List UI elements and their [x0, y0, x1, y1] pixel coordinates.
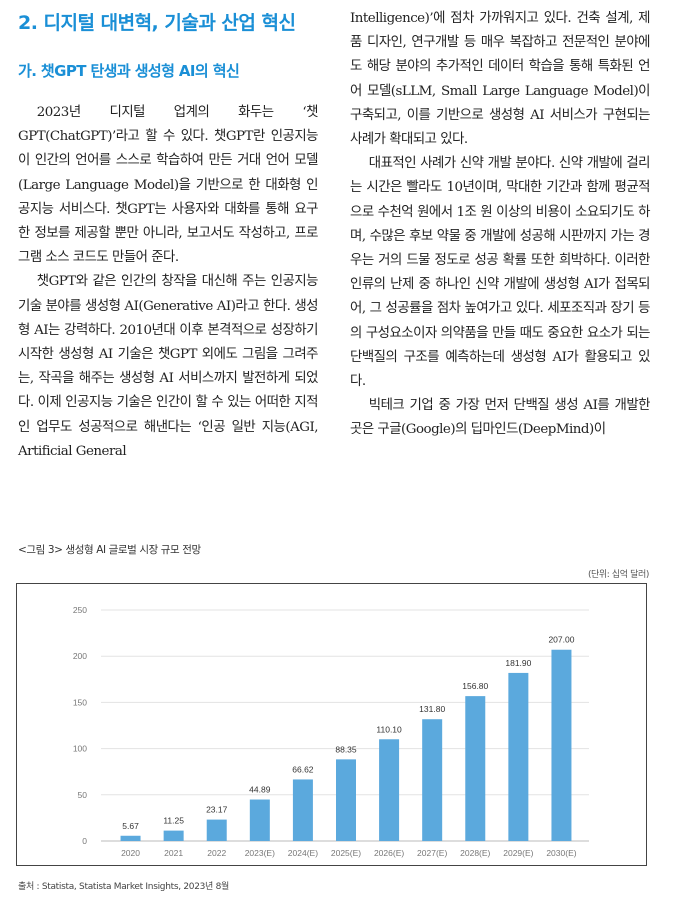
body-paragraph: 빅테크 기업 중 가장 먼저 단백질 생성 AI를 개발한 곳은 구글(Goog…: [350, 398, 651, 438]
bar: [508, 672, 529, 841]
x-tick-label: 2025(E): [331, 848, 361, 858]
bar-value-label: 5.67: [122, 821, 139, 831]
y-tick-label: 50: [78, 790, 88, 800]
x-tick-label: 2029(E): [503, 848, 533, 858]
right-column: Intelligence)’에 점차 가까워지고 있다. 건축 설계, 제품 디…: [350, 7, 651, 443]
figure-unit: (단위: 십억 달러): [587, 570, 649, 580]
bar: [163, 830, 184, 841]
body-paragraph: 챗GPT와 같은 인간의 창작을 대신해 주는 인공지능 기술 분야를 생성형 …: [18, 274, 319, 459]
y-tick-label: 100: [73, 744, 87, 754]
x-tick-label: 2021: [164, 848, 183, 858]
x-tick-label: 2028(E): [460, 848, 490, 858]
body-paragraph: 대표적인 사례가 신약 개발 분야다. 신약 개발에 걸리는 시간은 빨라도 1…: [350, 156, 651, 390]
figure-source: 출처 : Statista, Statista Market Insights,…: [18, 882, 229, 892]
bar-value-label: 66.62: [292, 764, 314, 774]
sub-title: 가. 챗GPT 탄생과 생성형 AI의 혁신: [18, 62, 240, 80]
y-tick-label: 250: [73, 605, 87, 615]
body-paragraph: Intelligence)’에 점차 가까워지고 있다. 건축 설계, 제품 디…: [350, 11, 651, 148]
bar: [551, 649, 572, 841]
bar-value-label: 11.25: [163, 816, 184, 826]
section-title: 2. 디지털 대변혁, 기술과 산업 혁신: [18, 12, 296, 34]
bar-value-label: 88.35: [335, 744, 357, 754]
bar-value-label: 156.80: [462, 681, 488, 691]
x-tick-label: 2020: [121, 848, 140, 858]
y-tick-label: 0: [82, 836, 87, 846]
x-tick-label: 2030(E): [546, 848, 576, 858]
figure-caption: <그림 3> 생성형 AI 글로벌 시장 규모 전망: [18, 544, 201, 556]
bar: [336, 759, 356, 841]
x-tick-label: 2023(E): [245, 848, 275, 858]
bar: [292, 779, 313, 841]
left-column: 2023년 디지털 업계의 화두는 ‘챗GPT(ChatGPT)’라고 할 수 …: [18, 101, 319, 464]
bar: [206, 819, 227, 841]
bar-value-label: 23.17: [206, 805, 228, 815]
y-tick-label: 150: [73, 697, 87, 707]
bar: [465, 696, 486, 841]
bar: [249, 799, 270, 841]
body-paragraph: 2023년 디지털 업계의 화두는 ‘챗GPT(ChatGPT)’라고 할 수 …: [18, 105, 319, 266]
bar-value-label: 181.90: [505, 658, 531, 668]
bar-value-label: 207.00: [548, 635, 574, 645]
x-tick-label: 2022: [207, 848, 226, 858]
bar-value-label: 44.89: [249, 785, 271, 795]
bar-chart: 0 50 100 150 200 250 5.67 2020 11.25 2021 23.17 202…: [73, 605, 589, 858]
x-tick-label: 2026(E): [374, 848, 404, 858]
bar: [379, 739, 400, 841]
bar-value-label: 131.80: [419, 704, 445, 714]
bar-value-label: 110.10: [376, 724, 402, 734]
bar: [120, 835, 141, 841]
x-tick-label: 2024(E): [288, 848, 318, 858]
x-tick-label: 2027(E): [417, 848, 447, 858]
chart-box: 0 50 100 150 200 250 5.67 2020 11.25 2021 23.17 202…: [16, 583, 647, 866]
bar: [422, 719, 443, 841]
y-tick-label: 200: [73, 651, 87, 661]
